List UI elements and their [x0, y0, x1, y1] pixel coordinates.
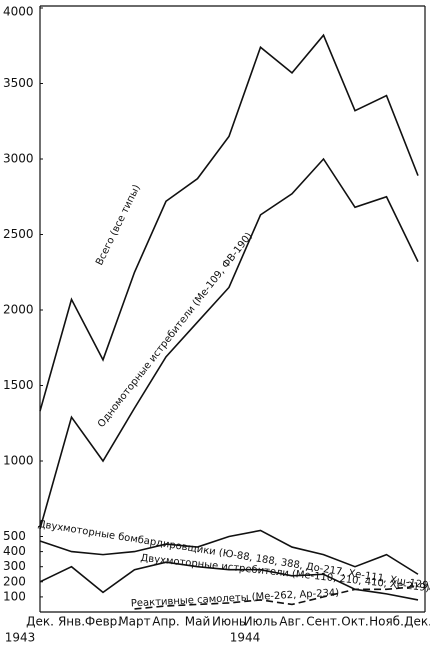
y-tick-label: 300: [3, 559, 26, 573]
y-tick-label: 100: [3, 589, 26, 603]
y-tick-label: 1500: [3, 378, 34, 392]
series-line: [134, 585, 419, 610]
series-line: [39, 529, 419, 575]
x-tick-label: Янв.: [58, 615, 85, 629]
y-tick-label: 3000: [3, 152, 34, 166]
y-tick-label: 2500: [3, 227, 34, 241]
y-tick-label: 2000: [3, 303, 34, 317]
y-tick-label: 4000: [3, 5, 34, 19]
series-label: Одномоторные истребители (Ме-109, ФВ-190…: [96, 231, 255, 430]
x-tick-label: Март: [118, 615, 150, 629]
x-tick-label: Дек.: [404, 615, 430, 629]
y-tick-label: 400: [3, 544, 26, 558]
x-tick-label: Авг.: [279, 615, 304, 629]
x-tick-label: Нояб.: [369, 615, 404, 629]
series-line: [39, 157, 419, 530]
y-tick-label: 1000: [3, 454, 34, 468]
series-label: Реактивные самолеты (Ме-262, Ар-234): [131, 588, 340, 610]
y-tick-label: 3500: [3, 76, 34, 90]
x-group-label: 1944: [230, 631, 261, 645]
series-label: Всего (все типы): [94, 183, 143, 267]
series-line: [39, 33, 419, 412]
x-tick-label: Сент.: [306, 615, 340, 629]
x-group-label: 1943: [5, 631, 36, 645]
x-tick-label: Окт.: [341, 615, 369, 629]
x-tick-label: Апр.: [152, 615, 180, 629]
x-tick-label: Февр.: [85, 615, 121, 629]
y-tick-label: 500: [3, 529, 26, 543]
x-tick-label: Май: [185, 615, 211, 629]
y-tick-label: 200: [3, 574, 26, 588]
x-tick-label: Июнь: [212, 615, 246, 629]
x-tick-label: Дек.: [26, 615, 54, 629]
x-tick-label: Июль: [244, 615, 278, 629]
